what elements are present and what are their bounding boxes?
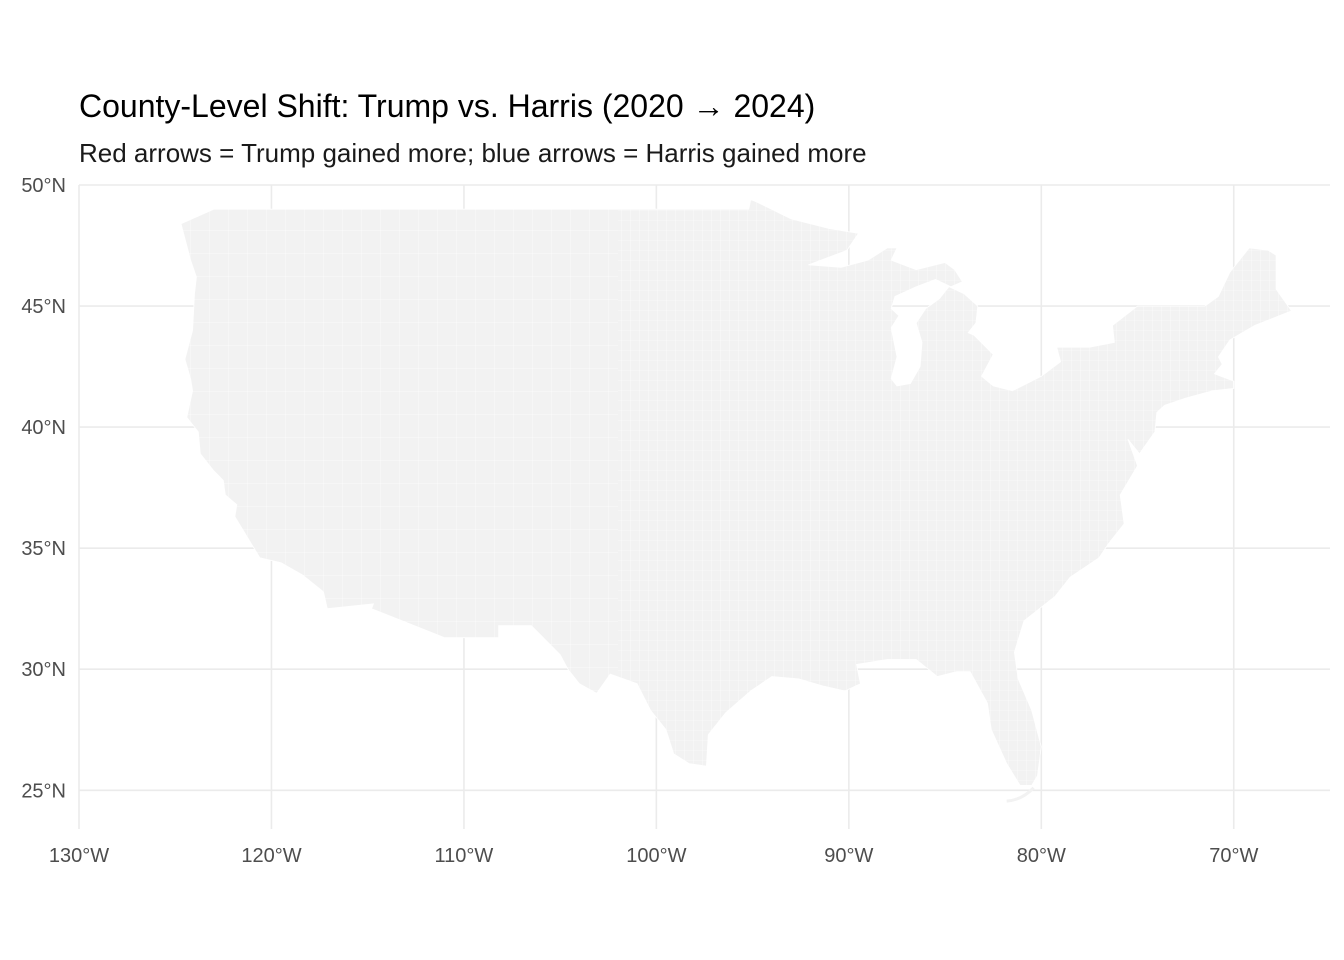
county-borders-east [617, 199, 1292, 786]
x-tick-label: 80°W [1017, 845, 1066, 867]
y-tick-label: 45°N [21, 296, 66, 318]
county-borders-west [181, 199, 618, 786]
us-outline [180, 198, 1293, 786]
map-title: County-Level Shift: Trump vs. Harris (20… [79, 88, 816, 124]
x-tick-label: 70°W [1209, 845, 1258, 867]
axis-ticks: 130°W 120°W 110°W 100°W 90°W 80°W 70°W 25°N 30°N… [21, 175, 1258, 867]
x-tick-label: 110°W [435, 845, 494, 867]
y-tick-label: 40°N [21, 417, 66, 439]
map-subtitle: Red arrows = Trump gained more; blue arr… [79, 138, 867, 168]
x-tick-label: 100°W [626, 845, 686, 867]
y-tick-label: 50°N [21, 175, 66, 197]
x-tick-label: 130°W [49, 845, 109, 867]
x-tick-label: 120°W [241, 845, 301, 867]
y-tick-label: 30°N [21, 659, 66, 681]
x-tick-label: 90°W [824, 845, 873, 867]
us-counties-map [180, 198, 1293, 803]
florida-keys [1006, 786, 1035, 803]
y-tick-label: 25°N [21, 780, 66, 802]
y-tick-label: 35°N [21, 538, 66, 560]
